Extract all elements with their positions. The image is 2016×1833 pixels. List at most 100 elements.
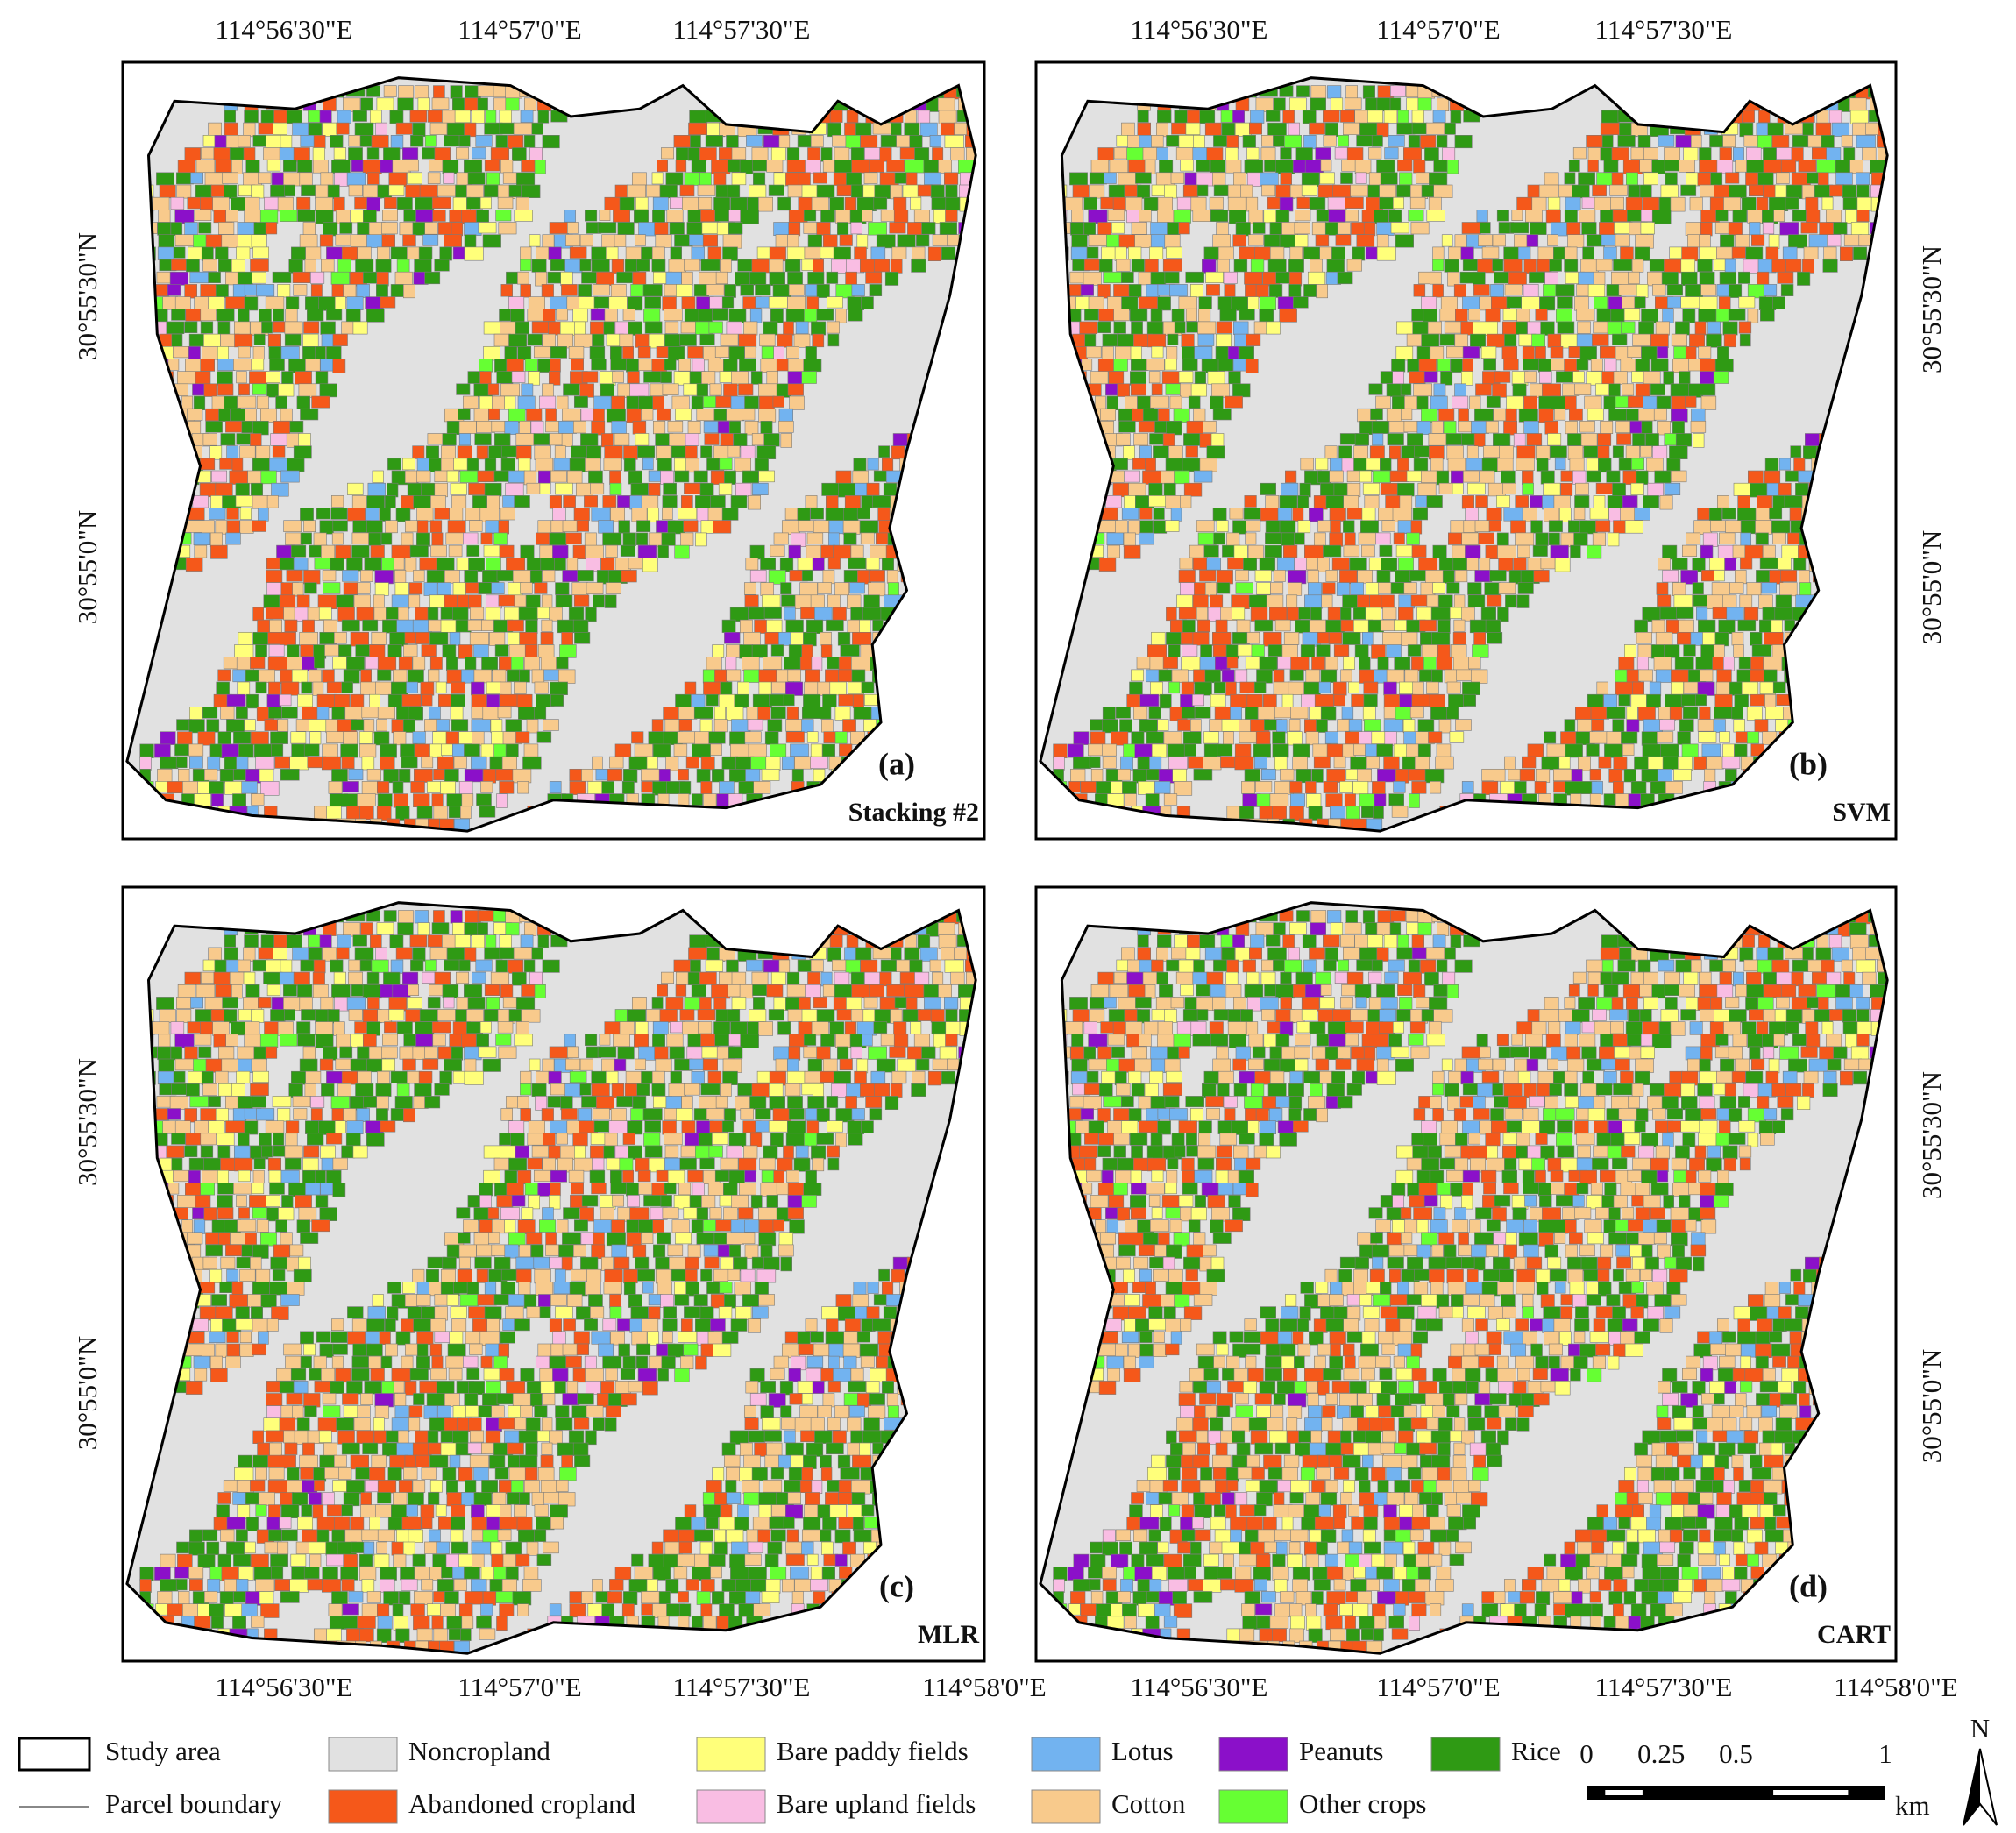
- parcel: [1522, 756, 1537, 769]
- parcel: [303, 520, 316, 533]
- parcel: [1565, 420, 1578, 435]
- parcel: [806, 296, 820, 310]
- parcel: [1254, 756, 1267, 769]
- parcel: [644, 321, 663, 334]
- parcel: [1181, 681, 1195, 697]
- parcel: [685, 756, 699, 769]
- parcel: [816, 184, 835, 199]
- parcel: [890, 184, 903, 200]
- parcel: [291, 669, 309, 684]
- parcel: [1352, 246, 1366, 261]
- parcel: [706, 693, 719, 707]
- parcel: [1549, 259, 1562, 272]
- parcel: [1358, 731, 1374, 746]
- parcel: [1615, 793, 1629, 808]
- parcel: [384, 196, 397, 209]
- parcel: [1455, 719, 1472, 731]
- parcel: [556, 657, 569, 670]
- parcel: [761, 768, 780, 781]
- parcel: [1309, 508, 1324, 522]
- parcel: [1671, 395, 1687, 410]
- parcel: [580, 433, 599, 447]
- parcel: [1719, 731, 1730, 743]
- parcel: [1383, 719, 1403, 733]
- parcel: [1665, 781, 1683, 794]
- parcel: [1435, 756, 1454, 770]
- parcel: [1611, 271, 1630, 287]
- parcel: [1551, 359, 1565, 371]
- parcel: [471, 756, 487, 770]
- parcel: [1255, 731, 1271, 746]
- parcel: [552, 508, 566, 522]
- parcel: [728, 768, 748, 783]
- parcel: [1196, 184, 1209, 197]
- parcel: [1281, 532, 1295, 546]
- parcel: [1828, 234, 1842, 247]
- parcel: [451, 97, 465, 111]
- parcel: [628, 557, 643, 570]
- parcel: [1329, 508, 1346, 522]
- parcel: [770, 644, 784, 657]
- parcel: [1318, 681, 1331, 693]
- parcel: [1256, 669, 1273, 684]
- parcel: [1469, 395, 1481, 409]
- parcel: [1799, 582, 1812, 597]
- parcel: [1544, 508, 1560, 522]
- parcel: [1587, 544, 1602, 559]
- parcel: [1275, 210, 1290, 223]
- parcel: [1348, 681, 1359, 694]
- parcel: [673, 371, 692, 386]
- parcel: [1173, 210, 1191, 224]
- parcel: [1665, 172, 1678, 186]
- parcel: [1390, 85, 1406, 97]
- parcel: [267, 333, 282, 348]
- parcel: [769, 271, 785, 287]
- parcel: [1741, 196, 1757, 210]
- parcel: [1407, 644, 1422, 657]
- parcel: [388, 184, 405, 196]
- parcel: [1274, 756, 1288, 771]
- parcel: [1363, 681, 1379, 694]
- parcel: [1486, 508, 1502, 522]
- parcel: [294, 371, 312, 385]
- parcel: [1395, 707, 1412, 721]
- parcel: [1625, 196, 1643, 211]
- parcel: [500, 681, 512, 696]
- parcel: [1130, 371, 1146, 386]
- parcel: [275, 395, 287, 409]
- parcel: [218, 222, 235, 235]
- parcel: [1156, 122, 1169, 138]
- parcel: [1657, 768, 1672, 782]
- parcel: [1413, 160, 1426, 174]
- parcel: [1729, 184, 1747, 199]
- parcel: [534, 681, 549, 694]
- parcel: [1193, 768, 1213, 781]
- parcel: [1304, 160, 1324, 174]
- parcel: [619, 196, 635, 211]
- parcel: [1647, 482, 1664, 497]
- parcel: [1151, 383, 1163, 395]
- parcel: [1212, 234, 1231, 249]
- parcel: [1142, 408, 1159, 422]
- parcel: [760, 359, 778, 373]
- parcel: [280, 135, 293, 150]
- parcel: [1388, 210, 1402, 223]
- parcel: [1612, 719, 1625, 734]
- parcel: [1599, 222, 1616, 236]
- parcel: [671, 395, 690, 409]
- parcel: [1613, 781, 1624, 795]
- parcel: [1740, 557, 1753, 570]
- parcel: [1496, 532, 1509, 547]
- parcel: [1365, 97, 1378, 111]
- parcel: [564, 259, 583, 274]
- parcel: [1426, 594, 1439, 607]
- parcel: [944, 135, 964, 148]
- parcel: [1260, 508, 1280, 522]
- parcel: [1164, 234, 1181, 249]
- parcel: [1288, 259, 1304, 273]
- parcel: [1391, 359, 1406, 373]
- parcel: [667, 520, 685, 535]
- parcel: [1565, 196, 1581, 211]
- parcel: [283, 607, 295, 621]
- parcel: [1576, 309, 1595, 322]
